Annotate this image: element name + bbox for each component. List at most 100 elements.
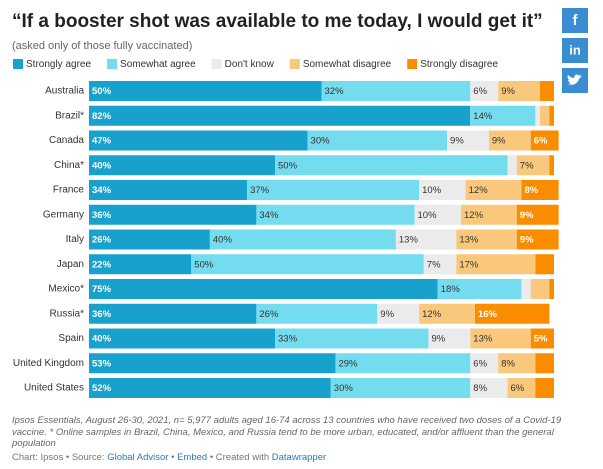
bar-segment xyxy=(89,353,336,374)
value-label: 18% xyxy=(441,284,461,295)
value-label: 12% xyxy=(464,210,484,221)
value-label: 26% xyxy=(259,309,279,320)
value-label: 33% xyxy=(278,334,298,345)
value-label: 9% xyxy=(520,235,534,246)
value-label: 52% xyxy=(92,383,112,394)
value-label: 40% xyxy=(213,235,233,246)
value-label: 30% xyxy=(334,383,354,394)
category-label: China* xyxy=(54,160,84,171)
bar-segment xyxy=(256,303,378,324)
value-label: 7% xyxy=(427,259,441,270)
bar-segment xyxy=(419,303,475,324)
bar-segment xyxy=(465,180,522,200)
value-label: 14% xyxy=(473,111,493,122)
value-label: 75% xyxy=(92,284,112,295)
value-label: 5% xyxy=(534,334,548,345)
bar-segment xyxy=(549,155,554,176)
value-label: 16% xyxy=(478,309,498,320)
category-label: Australia xyxy=(45,86,84,97)
value-label: 50% xyxy=(92,86,112,97)
value-label: 10% xyxy=(422,185,442,196)
bar-segment xyxy=(530,328,554,349)
category-label: Italy xyxy=(66,234,84,245)
category-label: Spain xyxy=(58,333,84,344)
value-label: 53% xyxy=(92,358,112,369)
category-label: France xyxy=(53,185,85,196)
bar-segment xyxy=(428,328,471,349)
value-label: 50% xyxy=(194,259,214,270)
bar-segment xyxy=(89,378,331,398)
value-label: 8% xyxy=(473,383,487,394)
legend-label: Don't know xyxy=(225,59,275,70)
value-label: 13% xyxy=(473,334,493,345)
value-label: 6% xyxy=(473,86,487,97)
value-label: 50% xyxy=(278,160,298,171)
bar-segment xyxy=(89,204,257,225)
value-label: 9% xyxy=(380,309,394,320)
credit-text: Chart: Ipsos • Source: xyxy=(12,452,108,463)
bar-segment xyxy=(377,303,420,324)
bar-segment xyxy=(275,328,429,349)
category-label: Canada xyxy=(49,135,84,146)
value-label: 40% xyxy=(92,160,112,171)
legend-swatch xyxy=(407,59,418,69)
bar-segment xyxy=(414,204,461,225)
value-label: 40% xyxy=(92,334,112,345)
bar-segment xyxy=(321,81,471,101)
credit-link[interactable]: Datawrapper xyxy=(271,452,327,463)
bar-segment xyxy=(535,353,554,374)
value-label: 8% xyxy=(524,185,538,196)
value-label: 32% xyxy=(325,86,345,97)
bar-segment xyxy=(498,353,536,374)
value-label: 30% xyxy=(311,136,331,147)
chart-title: “If a booster shot was available to me t… xyxy=(12,11,543,32)
credit: Chart: Ipsos • Source: Global Advisor • … xyxy=(12,452,326,463)
legend-label: Somewhat disagree xyxy=(303,59,392,70)
value-label: 6% xyxy=(534,136,548,147)
credit-link[interactable]: Embed xyxy=(177,452,208,463)
credit-text: • Created with xyxy=(207,452,272,463)
legend-swatch xyxy=(107,59,118,69)
bar-segment xyxy=(335,353,471,374)
value-label: 12% xyxy=(422,309,442,320)
bar-segment xyxy=(461,204,517,225)
category-label: Japan xyxy=(57,259,84,270)
share-buttons: f in xyxy=(562,8,588,93)
bar-segment xyxy=(521,180,559,200)
legend-label: Somewhat agree xyxy=(120,59,196,70)
value-label: 37% xyxy=(250,185,270,196)
value-label: 29% xyxy=(338,358,358,369)
credit-link[interactable]: Global Advisor xyxy=(107,452,169,463)
facebook-icon: f xyxy=(573,12,579,29)
chart-subtitle: (asked only of those fully vaccinated) xyxy=(12,40,192,52)
facebook-button[interactable] xyxy=(562,8,588,33)
value-label: 47% xyxy=(92,136,112,147)
bar-segment xyxy=(423,254,457,275)
bar-segment xyxy=(437,279,522,299)
bar-segment xyxy=(470,81,499,101)
value-label: 34% xyxy=(92,185,112,196)
bar-segment xyxy=(535,254,554,275)
value-label: 12% xyxy=(469,185,489,196)
category-label: United States xyxy=(24,383,84,394)
bar-segment xyxy=(549,105,554,126)
value-label: 17% xyxy=(459,259,479,270)
legend-swatch xyxy=(289,59,300,69)
value-label: 10% xyxy=(418,210,438,221)
bar-segment xyxy=(395,229,457,250)
value-label: 6% xyxy=(473,358,487,369)
twitter-icon xyxy=(567,74,582,86)
bar-segment xyxy=(540,81,554,101)
bar-segment xyxy=(89,328,275,349)
value-label: 13% xyxy=(459,235,479,246)
bar-segment xyxy=(474,303,550,324)
bar-segment xyxy=(89,303,257,324)
bar-segment xyxy=(516,155,550,176)
bar-segment xyxy=(89,279,438,299)
linkedin-button[interactable] xyxy=(562,38,588,63)
bar-segment xyxy=(470,378,508,398)
bar-segment xyxy=(307,130,448,151)
legend-swatch xyxy=(211,59,222,69)
bar-segment xyxy=(256,204,415,225)
value-label: 9% xyxy=(492,136,506,147)
